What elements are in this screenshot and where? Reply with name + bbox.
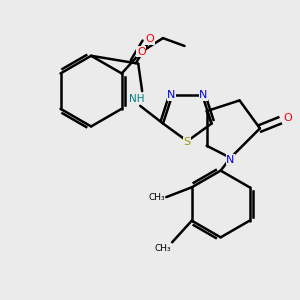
Text: CH₃: CH₃ — [154, 244, 171, 253]
Text: O: O — [146, 34, 154, 44]
Text: CH₃: CH₃ — [148, 193, 165, 202]
Text: N: N — [199, 90, 208, 100]
Text: N: N — [226, 155, 235, 165]
Text: NH: NH — [130, 94, 145, 104]
Text: S: S — [184, 137, 191, 147]
Text: O: O — [283, 112, 292, 123]
Text: N: N — [167, 90, 176, 100]
Text: O: O — [137, 47, 146, 57]
